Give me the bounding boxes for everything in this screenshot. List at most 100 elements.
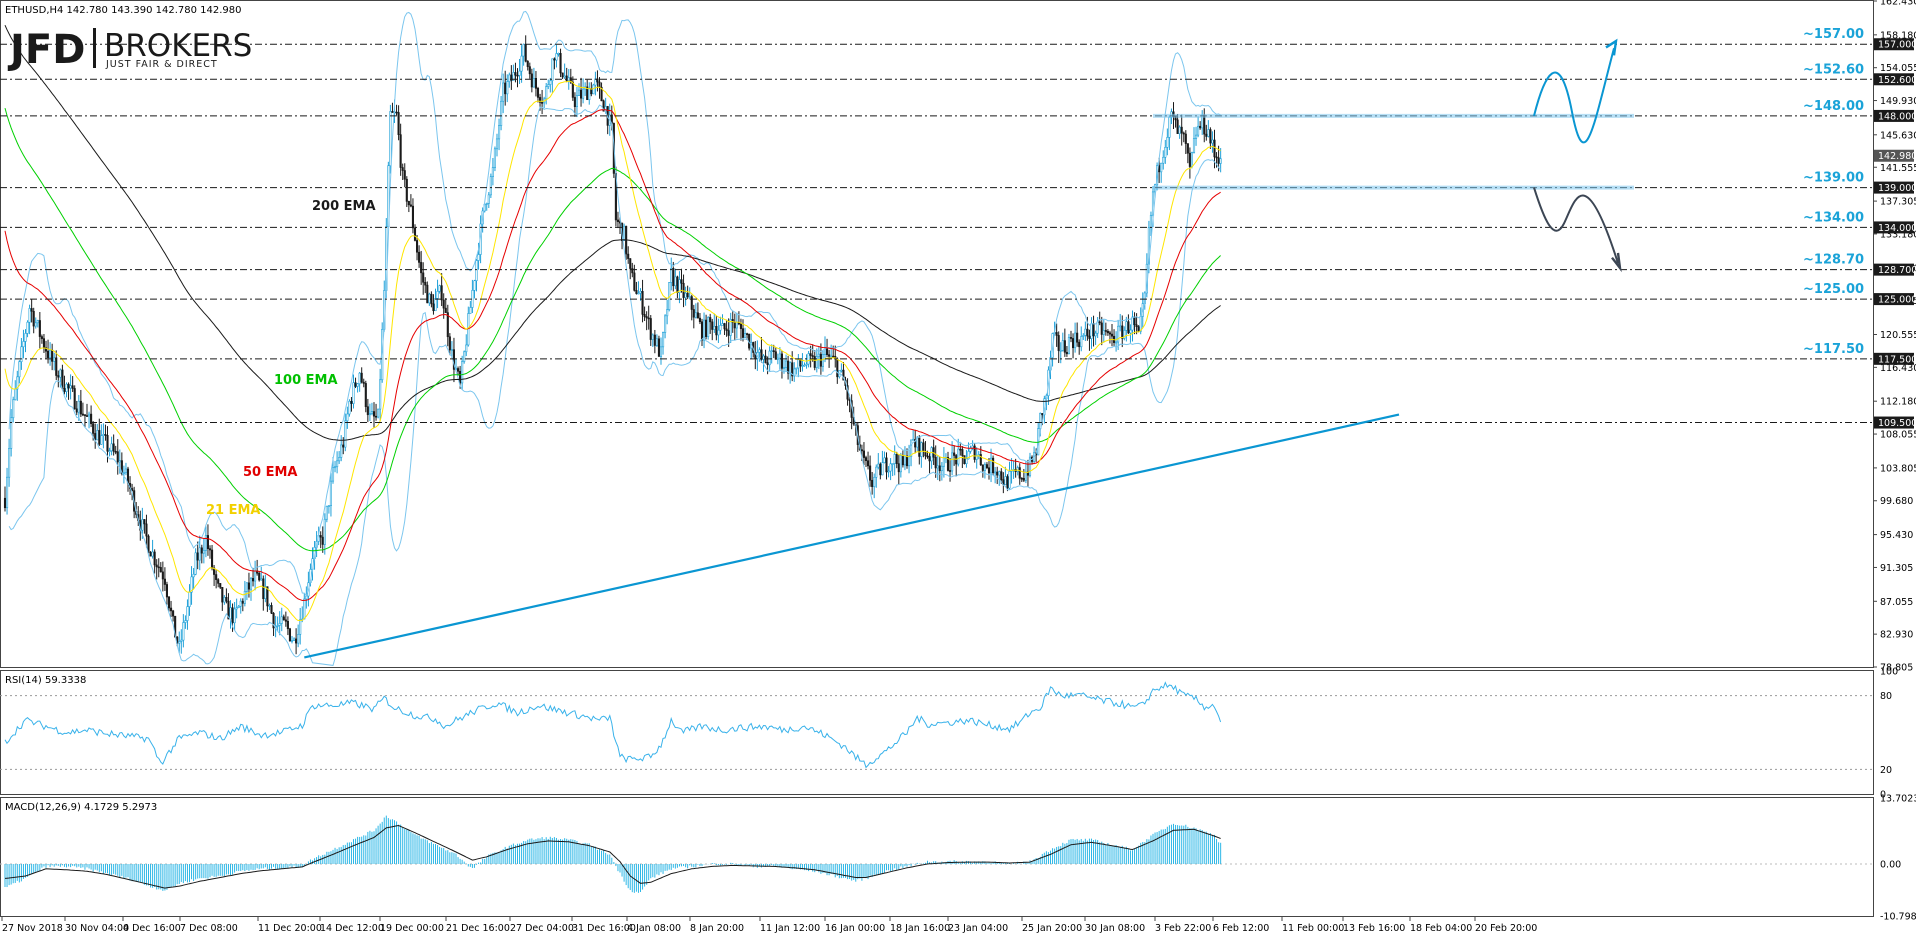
candle-body xyxy=(112,443,115,452)
candle-body xyxy=(987,467,991,474)
candle-body xyxy=(832,355,835,358)
candle-body xyxy=(260,578,263,581)
level-label: ~125.00 xyxy=(1803,282,1864,297)
candle-body xyxy=(670,268,673,283)
candle-body xyxy=(276,625,279,627)
time-tick-label: 27 Dec 04:00 xyxy=(510,923,574,934)
candle-body xyxy=(438,285,441,292)
candle-body xyxy=(155,564,158,568)
price-tag xyxy=(1874,73,1914,86)
candle-body xyxy=(836,358,839,378)
candle-body xyxy=(325,505,328,520)
candle-body xyxy=(774,351,777,360)
price-pane[interactable]: ~157.00 ~152.60 ~148.00 ~139.00 ~134.00 ~128.… xyxy=(0,10,1873,666)
candle-body xyxy=(1180,126,1183,134)
candle-body xyxy=(1020,477,1023,480)
candle-body xyxy=(741,328,745,338)
candle-body xyxy=(188,591,191,607)
candle-body xyxy=(707,317,710,337)
candle-body xyxy=(1057,335,1060,351)
price-tick-label: 87.055 xyxy=(1880,597,1913,608)
candle-body xyxy=(379,379,382,410)
candle-body xyxy=(88,413,91,417)
candle-body xyxy=(910,439,913,457)
candle-body xyxy=(450,349,453,351)
candle-body xyxy=(28,308,31,323)
candle-body xyxy=(295,638,298,644)
price-tick-label: 103.805 xyxy=(1880,463,1916,474)
candle-body xyxy=(569,77,572,83)
candle-body xyxy=(866,460,870,467)
candle-body xyxy=(217,579,220,584)
candle-body xyxy=(391,111,394,113)
candle-body xyxy=(1076,332,1079,343)
candle-body xyxy=(272,612,275,629)
candle-body xyxy=(198,547,201,561)
candle-body xyxy=(40,336,43,339)
rsi-tick-label: 100 xyxy=(1880,667,1898,678)
candle-body xyxy=(828,354,831,357)
candle-body xyxy=(623,225,626,241)
candle-body xyxy=(24,333,27,342)
macd-pane[interactable] xyxy=(0,815,1873,893)
candle-body xyxy=(223,597,226,603)
candle-body xyxy=(83,414,86,416)
candle-body xyxy=(1121,325,1124,339)
candle-body xyxy=(512,72,515,81)
candle-body xyxy=(1188,152,1191,167)
candle-body xyxy=(149,551,152,557)
candle-body xyxy=(791,362,794,377)
candle-body xyxy=(358,372,361,385)
price-tick-label: 116.430 xyxy=(1880,363,1916,374)
candle-body xyxy=(159,567,162,573)
candle-body xyxy=(77,400,80,413)
rsi-title: RSI(14) 59.3338 xyxy=(5,675,86,686)
candle-body xyxy=(655,338,658,346)
candle-body xyxy=(571,81,574,98)
candle-body xyxy=(565,75,568,81)
candle-body xyxy=(715,325,718,336)
candle-body xyxy=(762,355,765,360)
candle-body xyxy=(190,576,193,593)
macd-tick-label: 0.00 xyxy=(1880,859,1901,870)
rsi-tick-label: 80 xyxy=(1880,691,1892,702)
time-tick-label: 25 Jan 20:00 xyxy=(1022,923,1082,934)
bollinger-upper xyxy=(8,10,1221,597)
candle-body xyxy=(1190,152,1193,167)
candle-body xyxy=(1008,471,1011,489)
candle-body xyxy=(493,148,497,168)
time-tick-label: 30 Jan 08:00 xyxy=(1085,923,1145,934)
candle-body xyxy=(192,573,195,578)
candle-body xyxy=(49,349,52,358)
candle-body xyxy=(196,552,199,561)
candle-body xyxy=(1207,129,1210,137)
candle-body xyxy=(401,167,404,171)
candle-body xyxy=(368,413,371,416)
candle-body xyxy=(331,467,335,482)
candle-body xyxy=(528,66,531,75)
candle-body xyxy=(100,435,103,445)
candle-body xyxy=(219,583,222,588)
price-tag xyxy=(1874,181,1914,194)
price-tick-label: 158.180 xyxy=(1880,30,1916,41)
rsi-pane[interactable] xyxy=(0,681,1873,770)
candle-body xyxy=(1195,134,1198,139)
candle-body xyxy=(264,586,267,599)
candle-body xyxy=(590,88,593,95)
candle-body xyxy=(1186,143,1189,154)
candle-body xyxy=(616,219,620,222)
candle-body xyxy=(553,58,556,61)
candle-body xyxy=(793,368,796,377)
candle-body xyxy=(411,205,415,229)
candle-body xyxy=(743,333,747,338)
candle-body xyxy=(983,464,986,471)
candle-body xyxy=(12,399,15,419)
candle-body xyxy=(596,78,599,83)
candle-body xyxy=(760,349,763,360)
candle-body xyxy=(1074,332,1077,349)
candle-body xyxy=(688,296,691,298)
candle-body xyxy=(22,341,25,348)
candle-body xyxy=(491,167,494,177)
candle-body xyxy=(768,350,771,366)
